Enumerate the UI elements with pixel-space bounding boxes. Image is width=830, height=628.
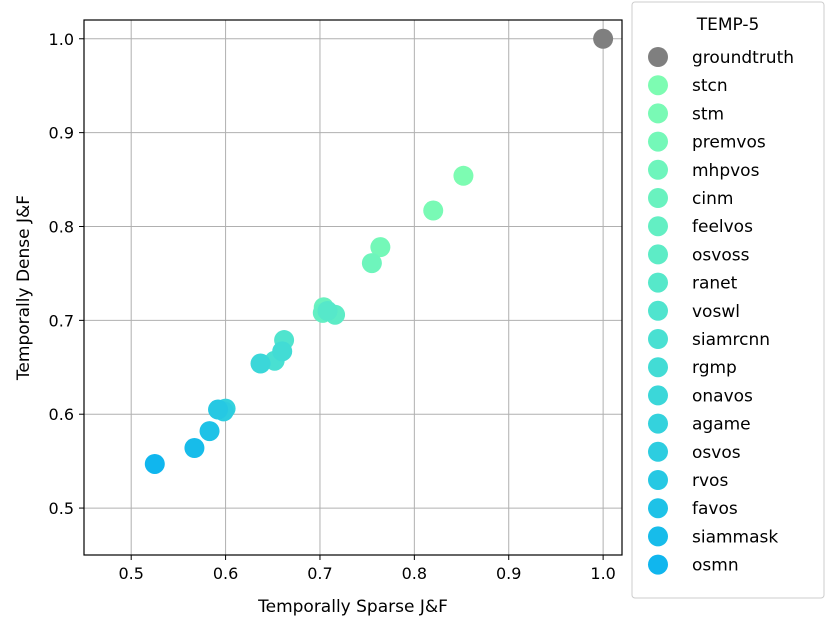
legend-marker-agame bbox=[648, 413, 668, 434]
legend-label-osvos: osvos bbox=[692, 443, 741, 463]
x-tick-label: 0.7 bbox=[307, 564, 332, 583]
grid bbox=[84, 20, 622, 555]
data-points bbox=[144, 28, 614, 474]
data-point-stm bbox=[423, 200, 444, 221]
data-point-siammask bbox=[184, 438, 205, 458]
legend-label-stcn: stcn bbox=[692, 76, 728, 96]
legend-label-cinm: cinm bbox=[692, 189, 733, 209]
legend-marker-onavos bbox=[648, 385, 668, 406]
x-tick-label: 0.5 bbox=[118, 564, 143, 583]
legend-marker-groundtruth bbox=[648, 47, 668, 67]
data-point-stcn bbox=[453, 165, 474, 186]
y-axis-label: Temporally Dense J&F bbox=[14, 195, 34, 381]
legend-marker-rgmp bbox=[648, 357, 668, 378]
legend-label-stm: stm bbox=[692, 104, 724, 124]
plot-frame bbox=[83, 19, 623, 556]
data-point-osmn bbox=[144, 453, 165, 474]
legend-marker-premvos bbox=[648, 131, 668, 152]
x-tick-label: 0.8 bbox=[402, 564, 427, 583]
legend-marker-rvos bbox=[648, 470, 668, 490]
data-point-groundtruth bbox=[593, 28, 614, 49]
legend-marker-stm bbox=[648, 103, 668, 124]
legend-label-groundtruth: groundtruth bbox=[692, 48, 794, 68]
legend-label-osvoss: osvoss bbox=[692, 245, 750, 265]
legend: TEMP-5 groundtruth stcn stm premvos mhpvos ci… bbox=[631, 1, 825, 599]
legend-label-feelvos: feelvos bbox=[692, 217, 753, 237]
x-tick-label: 0.6 bbox=[213, 564, 238, 583]
legend-label-onavos: onavos bbox=[692, 386, 753, 406]
legend-marker-osmn bbox=[648, 554, 668, 575]
x-axis-ticks: 0.5 0.6 0.7 0.8 0.9 1.0 bbox=[118, 555, 616, 583]
legend-marker-stcn bbox=[648, 75, 668, 96]
y-tick-label: 1.0 bbox=[49, 30, 74, 49]
legend-marker-mhpvos bbox=[648, 159, 668, 180]
legend-marker-cinm bbox=[648, 188, 668, 208]
legend-label-rgmp: rgmp bbox=[692, 358, 737, 378]
legend-label-siamrcnn: siamrcnn bbox=[692, 330, 770, 350]
legend-marker-osvoss bbox=[648, 244, 668, 265]
legend-label-mhpvos: mhpvos bbox=[692, 161, 760, 181]
legend-label-rvos: rvos bbox=[692, 471, 728, 491]
x-axis-label: Temporally Sparse J&F bbox=[257, 597, 448, 617]
y-tick-label: 0.8 bbox=[49, 217, 74, 236]
legend-marker-siammask bbox=[648, 526, 668, 547]
data-point-rvos bbox=[208, 399, 229, 420]
legend-label-osmn: osmn bbox=[692, 556, 739, 576]
y-axis-ticks: 0.5 0.6 0.7 0.8 0.9 1.0 bbox=[49, 30, 84, 518]
data-point-mhpvos bbox=[361, 253, 382, 274]
x-tick-label: 1.0 bbox=[590, 564, 615, 583]
legend-label-agame: agame bbox=[692, 415, 751, 435]
y-tick-label: 0.9 bbox=[49, 124, 74, 143]
y-tick-label: 0.5 bbox=[49, 499, 74, 518]
legend-marker-ranet bbox=[648, 272, 668, 293]
legend-marker-siamrcnn bbox=[648, 329, 668, 349]
legend-title: TEMP-5 bbox=[696, 15, 760, 35]
x-tick-label: 0.9 bbox=[496, 564, 521, 583]
y-tick-label: 0.6 bbox=[49, 405, 74, 424]
legend-label-ranet: ranet bbox=[692, 274, 738, 294]
legend-marker-voswl bbox=[648, 300, 668, 321]
legend-label-favos: favos bbox=[692, 499, 738, 519]
legend-marker-feelvos bbox=[648, 216, 668, 237]
legend-marker-osvos bbox=[648, 441, 668, 462]
legend-label-voswl: voswl bbox=[692, 302, 740, 322]
y-tick-label: 0.7 bbox=[49, 311, 74, 330]
legend-label-premvos: premvos bbox=[692, 133, 766, 153]
legend-items: groundtruth stcn stm premvos mhpvos cinm feelv… bbox=[648, 47, 794, 576]
data-point-rgmp bbox=[272, 341, 293, 362]
data-point-premvos bbox=[370, 237, 391, 258]
data-point-favos bbox=[199, 421, 220, 442]
legend-marker-favos bbox=[648, 498, 668, 519]
legend-label-siammask: siammask bbox=[692, 527, 778, 547]
legend-box bbox=[631, 1, 825, 599]
data-point-onavos bbox=[250, 353, 271, 374]
data-point-ranet bbox=[317, 300, 338, 321]
